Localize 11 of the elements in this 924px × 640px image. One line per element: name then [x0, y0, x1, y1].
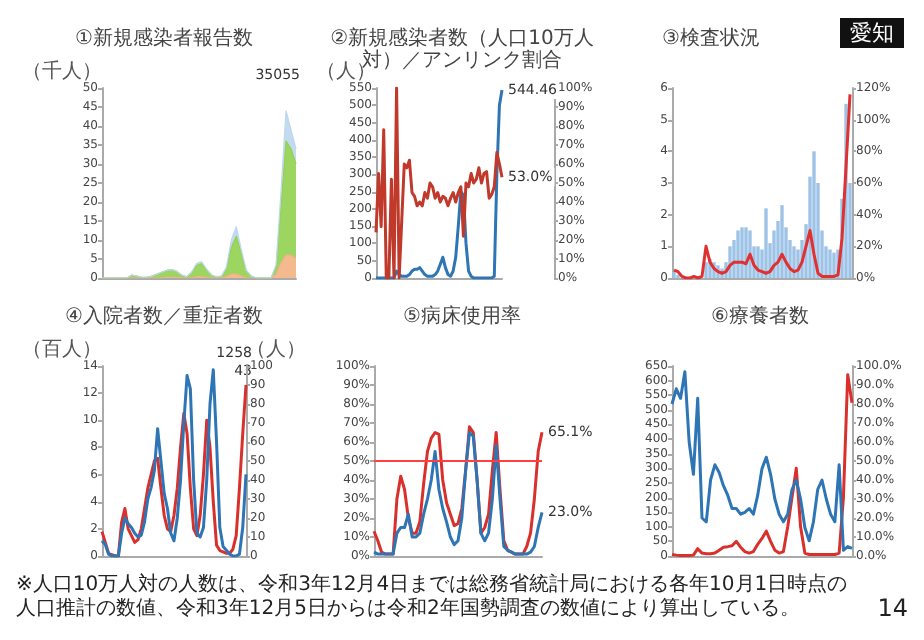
chart-title: ⑤病床使用率 [403, 304, 521, 328]
text: ※人口10万人対の人数は、令和3年12月4日までは総務省統計局における各年10月1日時点の人口推計の数値、令和3年12月5日からは令和2年国勢調査の数値により算出している。 [16, 574, 850, 622]
text: 14 [877, 594, 908, 622]
line-series [672, 92, 852, 280]
y-axis-title: （百人） [22, 339, 102, 361]
chart-title: ⑥療養者数 [711, 304, 809, 328]
y-axis-title: （千人） [22, 59, 102, 83]
chart-title: ①新規感染者報告数 [75, 26, 253, 50]
text: 愛知 [850, 20, 894, 46]
chart-title: ④入院者数／重症者数 [65, 304, 263, 328]
chart-title: ③検査状況 [662, 26, 760, 50]
